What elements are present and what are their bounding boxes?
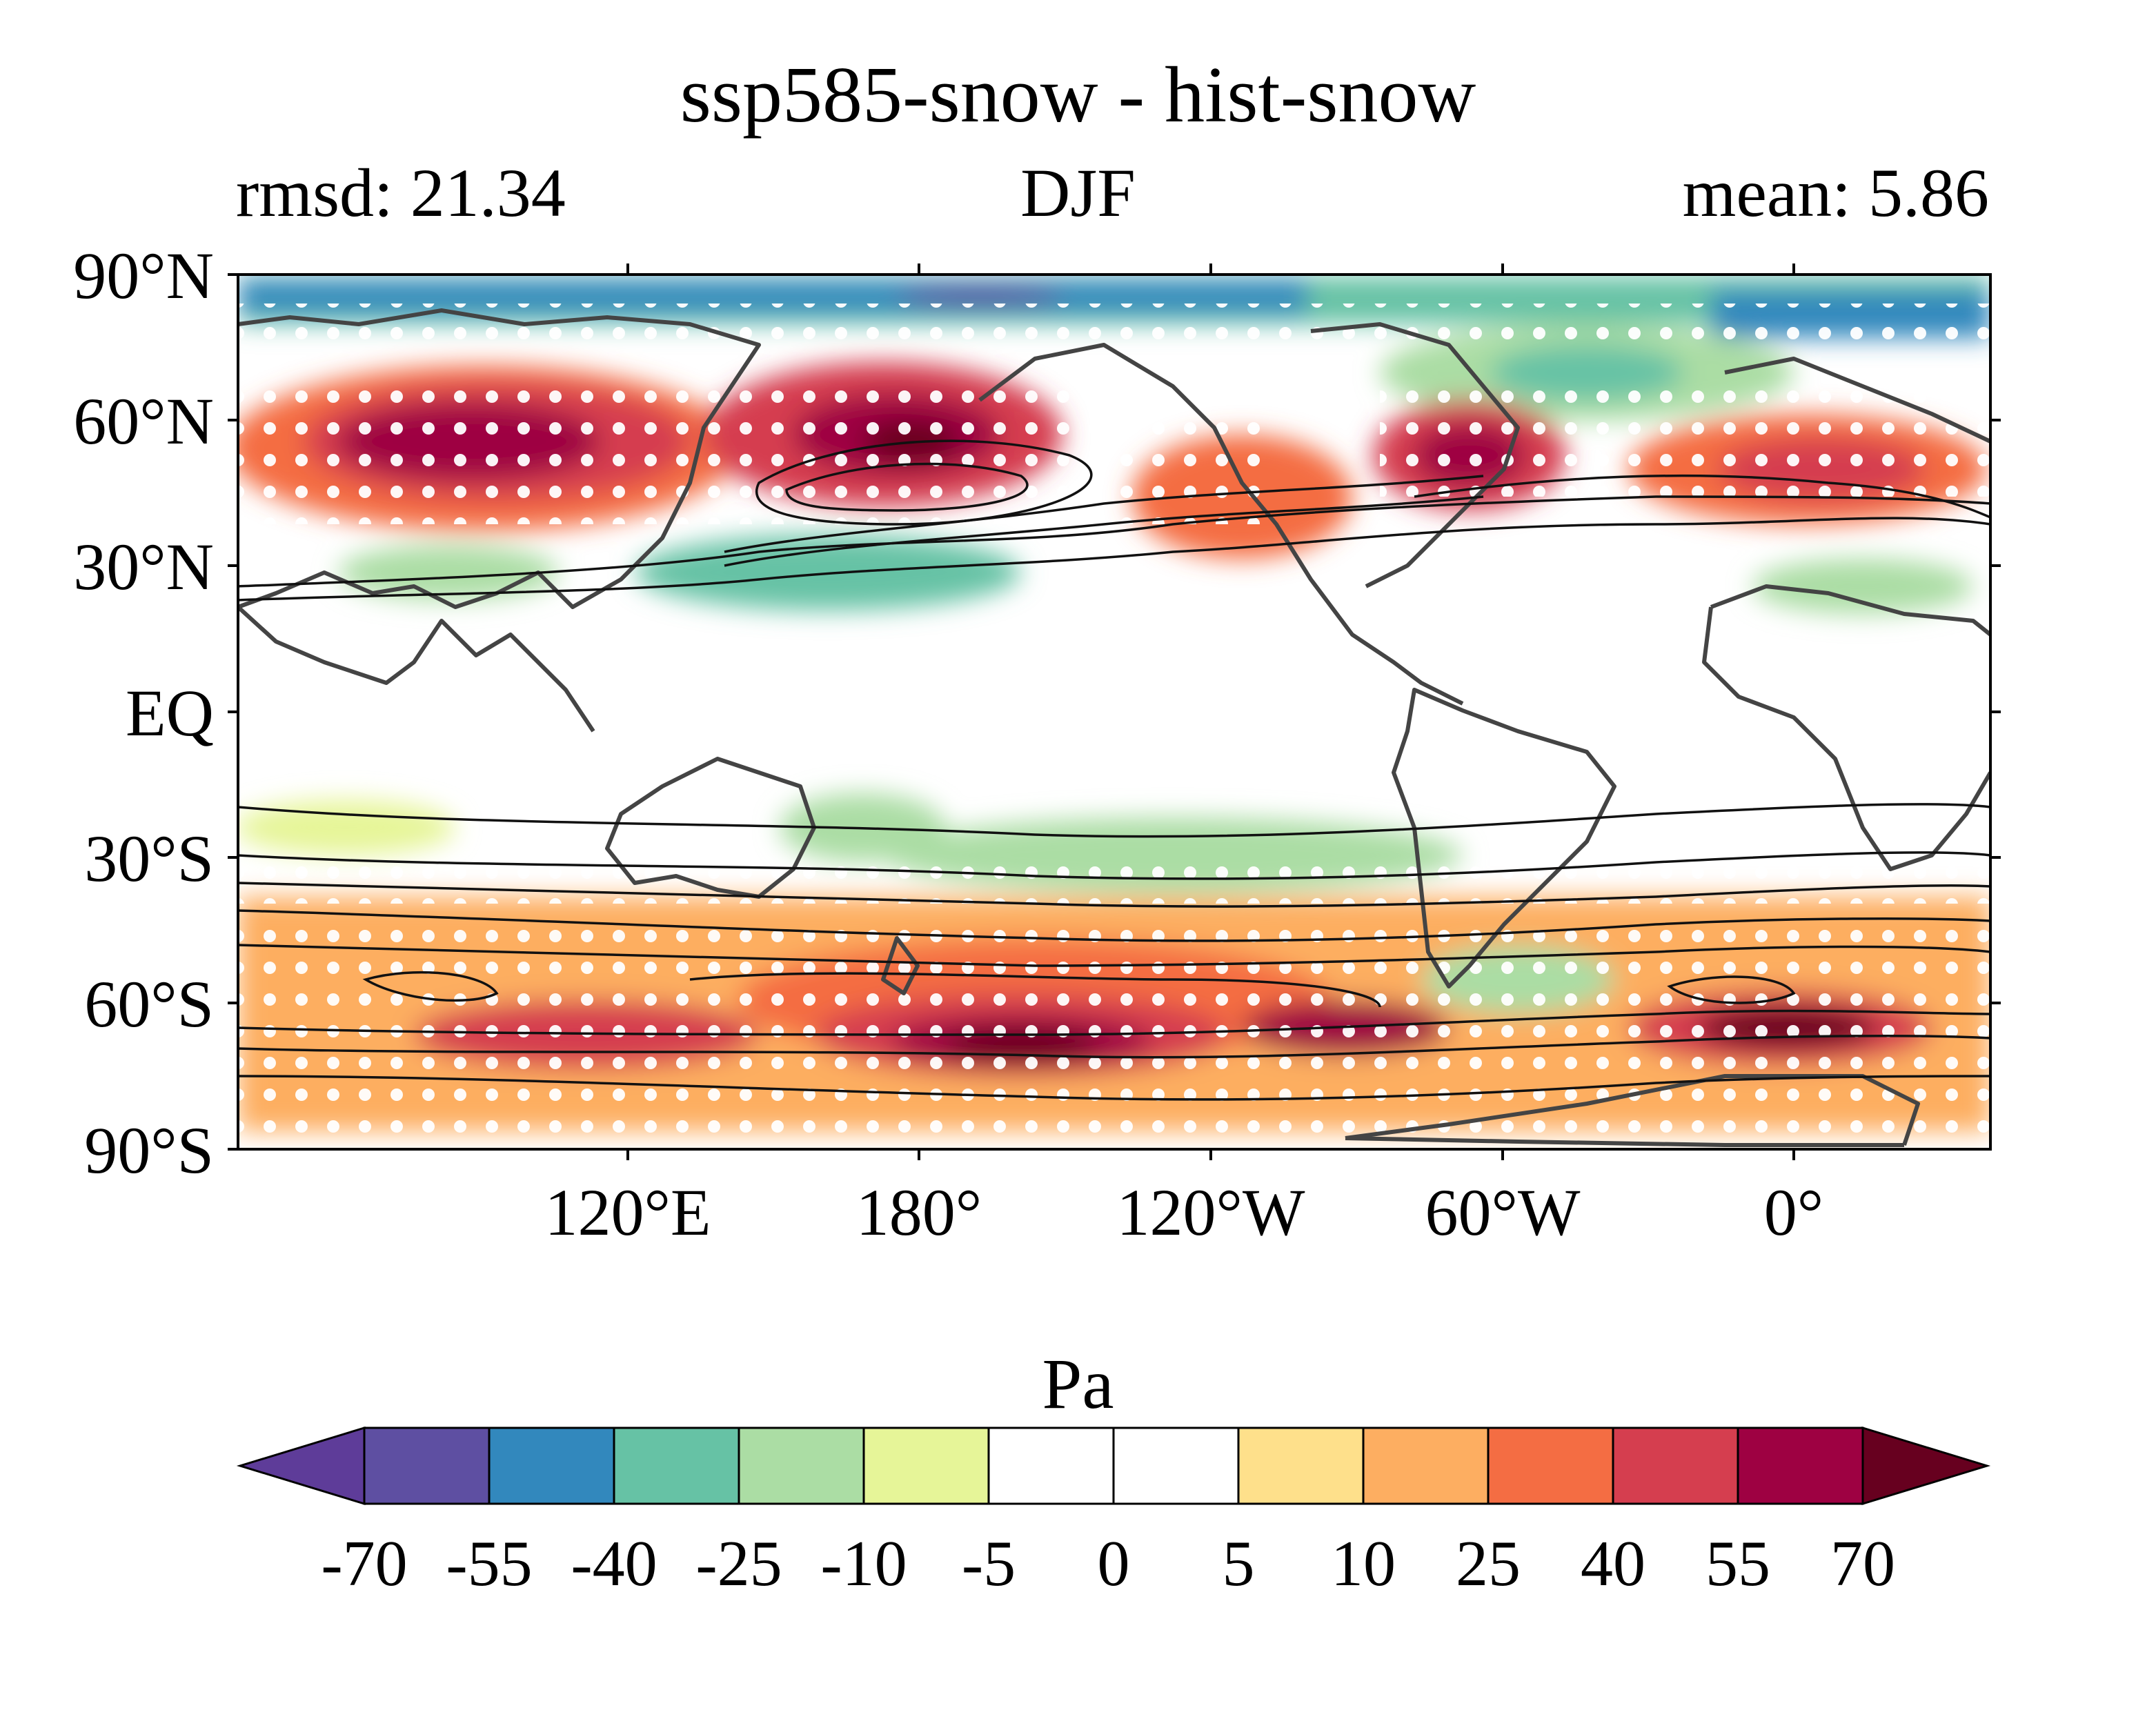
lat-label-60s: 60°S bbox=[84, 967, 214, 1041]
lat-label-60n: 60°N bbox=[73, 384, 214, 458]
map-title: ssp585-snow - hist-snow bbox=[680, 51, 1476, 139]
colorbar-arrow-min bbox=[236, 1426, 366, 1506]
colorbar-bin bbox=[862, 1426, 990, 1505]
colorbar-bin bbox=[1112, 1426, 1240, 1505]
colorbar-tick-label: -55 bbox=[446, 1528, 533, 1600]
colorbar-tick-label: 40 bbox=[1581, 1528, 1645, 1600]
colorbar bbox=[236, 1426, 1991, 1506]
lat-label-90n: 90°N bbox=[73, 239, 214, 312]
colorbar-bin bbox=[987, 1426, 1115, 1505]
colorbar-bin bbox=[738, 1426, 865, 1505]
colorbar-bin bbox=[613, 1426, 740, 1505]
season-label: DJF bbox=[1020, 155, 1136, 231]
colorbar-tick-label: -5 bbox=[961, 1528, 1016, 1600]
colorbar-bin bbox=[1612, 1426, 1739, 1505]
climatology-contours bbox=[238, 439, 1990, 1101]
lon-label-60w: 60°W bbox=[1425, 1175, 1581, 1249]
colorbar-tick-label: 10 bbox=[1331, 1528, 1396, 1600]
colorbar-unit: Pa bbox=[1042, 1344, 1114, 1424]
colorbar-tick-label: 25 bbox=[1456, 1528, 1521, 1600]
lon-label-180: 180° bbox=[856, 1175, 982, 1249]
colorbar-bin bbox=[363, 1426, 491, 1505]
mean-label: mean: 5.86 bbox=[1682, 155, 1989, 231]
colorbar-bin bbox=[1362, 1426, 1490, 1505]
coastlines bbox=[238, 308, 1990, 1147]
colorbar-tick-label: -70 bbox=[321, 1528, 408, 1600]
lon-label-120e: 120°E bbox=[544, 1175, 711, 1249]
colorbar-tick-label: 55 bbox=[1705, 1528, 1770, 1600]
lat-label-eq: EQ bbox=[126, 676, 214, 750]
lat-label-90s: 90°S bbox=[84, 1113, 214, 1187]
rmsd-label: rmsd: 21.34 bbox=[236, 155, 566, 231]
colorbar-tick-label: 5 bbox=[1222, 1528, 1255, 1600]
lat-label-30n: 30°N bbox=[73, 530, 214, 604]
colorbar-tick-label: 0 bbox=[1097, 1528, 1130, 1600]
colorbar-tick-label: -10 bbox=[820, 1528, 907, 1600]
colorbar-tick-label: 70 bbox=[1830, 1528, 1895, 1600]
map-frame bbox=[228, 264, 2001, 1160]
lat-label-30s: 30°S bbox=[84, 822, 214, 895]
colorbar-bin bbox=[1237, 1426, 1365, 1505]
colorbar-tick-label: -40 bbox=[571, 1528, 657, 1600]
lon-label-120w: 120°W bbox=[1116, 1175, 1305, 1249]
lon-label-0: 0° bbox=[1763, 1175, 1824, 1249]
colorbar-bin bbox=[1487, 1426, 1614, 1505]
colorbar-arrow-max bbox=[1861, 1426, 1991, 1506]
colorbar-bin bbox=[488, 1426, 615, 1505]
colorbar-bin bbox=[1737, 1426, 1864, 1505]
colorbar-tick-label: -25 bbox=[695, 1528, 782, 1600]
map-field bbox=[238, 275, 1990, 1149]
